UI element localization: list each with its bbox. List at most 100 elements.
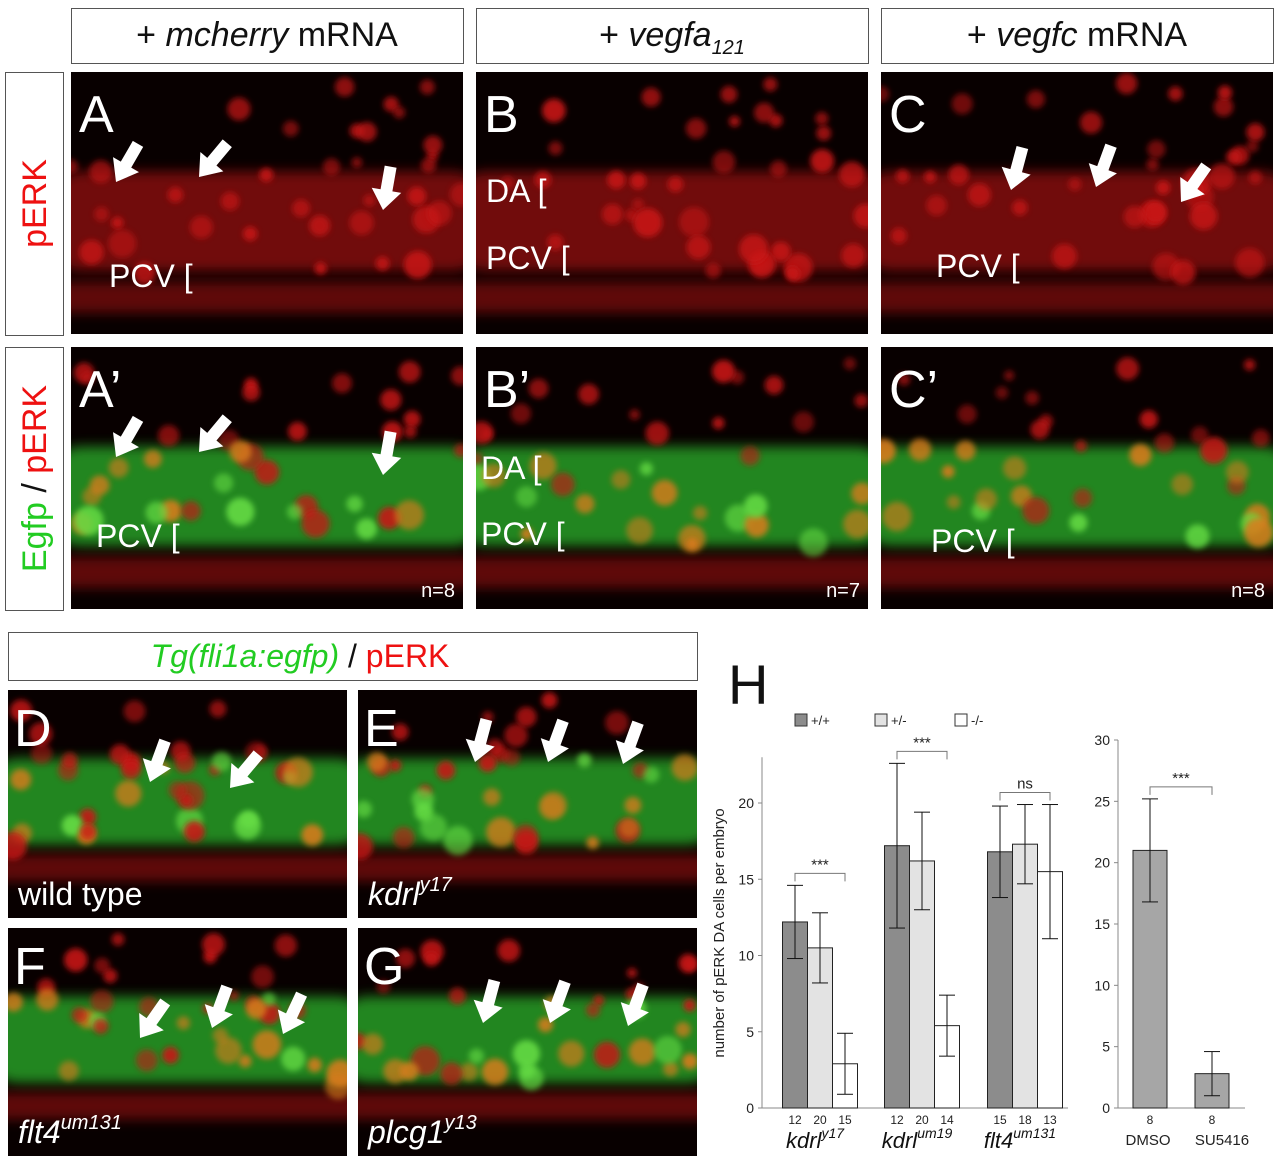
panel-letter: F	[14, 938, 46, 996]
cell	[349, 210, 374, 236]
cell	[675, 1021, 691, 1038]
cell	[133, 261, 156, 285]
cell	[629, 409, 640, 420]
cell	[1003, 370, 1015, 381]
cell	[245, 998, 267, 1020]
cell	[324, 1072, 347, 1100]
cell	[770, 160, 787, 178]
annotations: + mcherry mRNA + vegfa121 + vegfc mRNApERK…	[5, 8, 1274, 1150]
sample-size: 13	[1043, 1113, 1057, 1127]
cell	[476, 452, 484, 467]
cell	[92, 1018, 109, 1035]
cell	[1246, 139, 1259, 153]
cell	[682, 1053, 697, 1070]
cell	[729, 115, 741, 127]
cell	[157, 424, 180, 447]
vessel-lower	[8, 854, 347, 882]
cell	[607, 170, 626, 189]
y-tick-label: 0	[1102, 1100, 1110, 1116]
vessel-lower	[476, 281, 868, 314]
cell	[357, 121, 377, 142]
error-bar	[1042, 804, 1058, 940]
cell	[534, 171, 552, 189]
vessel-lower	[71, 281, 463, 314]
cell	[881, 86, 890, 102]
cell	[1213, 97, 1234, 117]
cell	[1251, 429, 1270, 448]
cell	[79, 239, 104, 265]
cell	[450, 366, 463, 386]
cell	[202, 933, 226, 957]
cell	[89, 160, 113, 184]
cell	[763, 77, 778, 92]
micrograph	[358, 928, 697, 1156]
significance-label: ***	[913, 734, 931, 751]
cell	[1170, 259, 1196, 285]
cell	[957, 404, 977, 424]
cell	[1190, 426, 1209, 444]
cell	[645, 421, 670, 446]
panel-letter: G	[364, 938, 404, 996]
cell	[363, 194, 376, 207]
cell	[419, 79, 435, 95]
cell	[503, 749, 521, 767]
sample-size: 12	[788, 1113, 802, 1127]
cell	[301, 824, 324, 846]
text-part: kdrl	[882, 1128, 919, 1153]
cell	[380, 389, 402, 411]
genotype: wild type	[17, 876, 143, 912]
text-part: vegfa	[628, 16, 711, 54]
sample-size: n=7	[826, 580, 860, 602]
cell	[611, 470, 631, 490]
cell	[626, 967, 638, 979]
panel-letter: B’	[484, 361, 530, 419]
legend-label: +/-	[891, 713, 907, 728]
cell	[653, 1035, 682, 1065]
cell	[111, 932, 125, 946]
micrograph	[8, 928, 347, 1156]
text-part: Egfp	[16, 502, 54, 572]
cell	[448, 987, 466, 1005]
cell	[890, 227, 907, 244]
cell	[1051, 243, 1077, 269]
y-tick-label: 5	[746, 1024, 754, 1040]
cell	[951, 93, 973, 115]
cell	[908, 438, 932, 461]
text-part: pERK	[16, 159, 54, 248]
micrograph-content	[476, 72, 868, 334]
cell	[468, 1048, 484, 1064]
cell	[58, 1060, 79, 1081]
panel-letter: A’	[79, 361, 121, 419]
vessel-lower	[71, 556, 463, 589]
cell	[897, 373, 911, 386]
micrograph	[881, 72, 1273, 334]
structure-label: DA [	[486, 173, 547, 209]
row-label: pERK	[16, 159, 54, 248]
text-part: flt4	[18, 1114, 61, 1150]
cell	[1225, 460, 1249, 484]
x-category-label: kdrly17	[786, 1125, 845, 1153]
cell	[770, 241, 791, 262]
significance-bracket	[999, 792, 1051, 801]
cell	[926, 195, 947, 216]
panel-letter: E	[364, 700, 399, 758]
micrograph	[476, 347, 868, 609]
panel-letter: B	[484, 86, 519, 144]
cell	[1026, 90, 1045, 109]
error-bar	[812, 912, 828, 984]
cell	[423, 135, 443, 155]
cell	[810, 149, 835, 173]
cell	[785, 266, 800, 282]
sample-size: 14	[940, 1113, 954, 1127]
cell	[238, 1054, 252, 1068]
y-tick-label: 15	[738, 871, 754, 887]
cell	[520, 527, 534, 541]
cell	[764, 375, 784, 395]
cell	[274, 934, 298, 957]
cell	[578, 383, 600, 405]
cell	[633, 207, 663, 238]
cell	[176, 1016, 191, 1030]
cell	[358, 800, 373, 818]
sample-size: 20	[915, 1113, 929, 1127]
